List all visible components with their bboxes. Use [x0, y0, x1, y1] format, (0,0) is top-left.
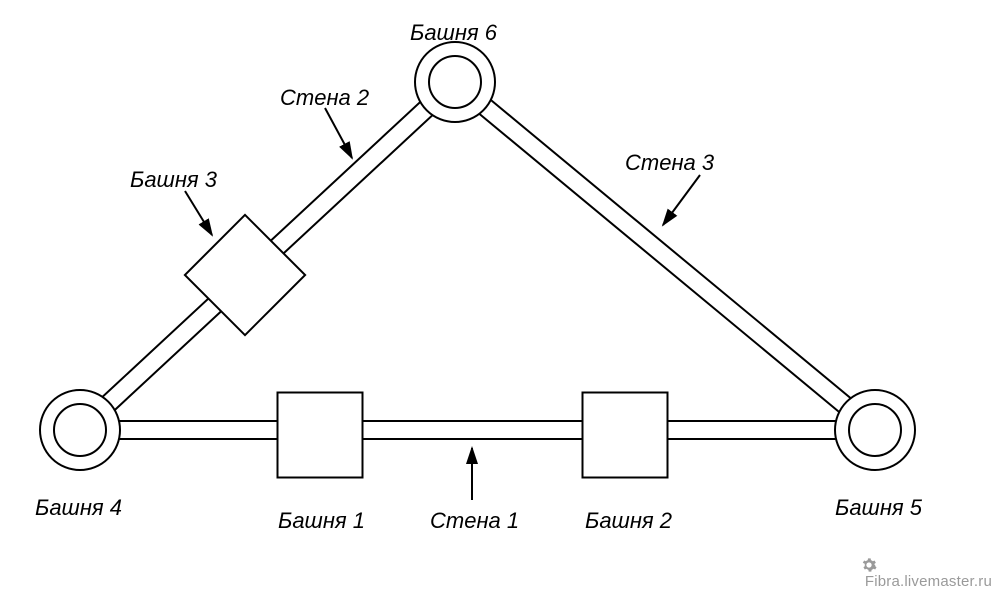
label-wall1: Стена 1: [430, 508, 519, 534]
label-tower5: Башня 5: [835, 495, 922, 521]
tower5: [835, 390, 915, 470]
tower2: [583, 393, 668, 478]
tower6: [415, 42, 495, 122]
label-tower3: Башня 3: [130, 167, 217, 193]
label-tower1: Башня 1: [278, 508, 365, 534]
tower4: [40, 390, 120, 470]
label-wall2: Стена 2: [280, 85, 369, 111]
wall1: [116, 421, 839, 439]
arrow-wall2: [325, 108, 352, 158]
tower1: [278, 393, 363, 478]
arrow-wall3: [663, 175, 700, 225]
label-tower2: Башня 2: [585, 508, 672, 534]
watermark: Fibra.livemaster.ru: [861, 557, 992, 591]
gear-icon: [861, 557, 992, 573]
label-wall3: Стена 3: [625, 150, 714, 176]
arrow-tower3: [185, 191, 212, 235]
label-tower4: Башня 4: [35, 495, 122, 521]
label-tower6: Башня 6: [410, 20, 497, 46]
watermark-text: Fibra.livemaster.ru: [865, 573, 992, 590]
wall3: [477, 98, 853, 414]
